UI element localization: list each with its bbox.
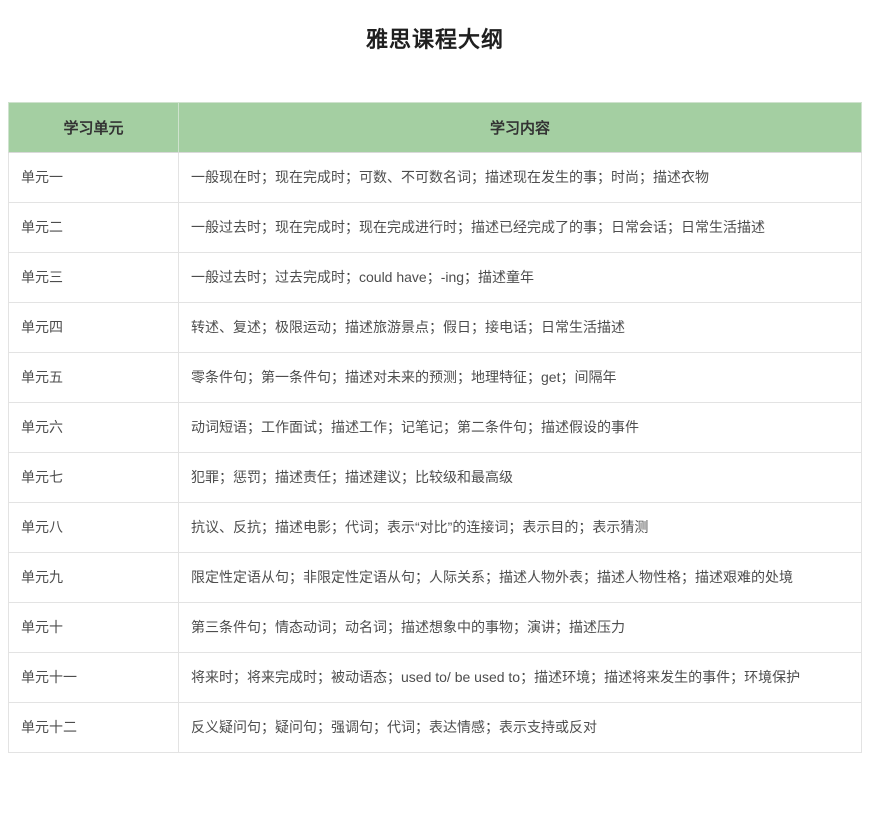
unit-cell: 单元四 <box>8 302 179 353</box>
table-header-row: 学习单元 学习内容 <box>8 102 862 153</box>
unit-cell: 单元十一 <box>8 652 179 703</box>
table-head: 学习单元 学习内容 <box>8 102 862 153</box>
page-title: 雅思课程大纲 <box>365 27 504 52</box>
table-row: 单元四 转述、复述；极限运动；描述旅游景点；假日；接电话；日常生活描述 <box>8 302 862 353</box>
table-row: 单元六 动词短语；工作面试；描述工作；记笔记；第二条件句；描述假设的事件 <box>8 402 862 453</box>
content-cell: 一般现在时；现在完成时；可数、不可数名词；描述现在发生的事；时尚；描述衣物 <box>178 152 862 203</box>
table-row: 单元十一 将来时；将来完成时；被动语态；used to/ be used to；… <box>8 652 862 703</box>
table-row: 单元二 一般过去时；现在完成时；现在完成进行时；描述已经完成了的事；日常会话；日… <box>8 202 862 253</box>
table-row: 单元八 抗议、反抗；描述电影；代词；表示“对比”的连接词；表示目的；表示猜测 <box>8 502 862 553</box>
unit-cell: 单元六 <box>8 402 179 453</box>
unit-cell: 单元三 <box>8 252 179 303</box>
unit-cell: 单元十二 <box>8 702 179 753</box>
table-row: 单元三 一般过去时；过去完成时；could have；-ing；描述童年 <box>8 252 862 303</box>
unit-cell: 单元五 <box>8 352 179 403</box>
content-cell: 一般过去时；现在完成时；现在完成进行时；描述已经完成了的事；日常会话；日常生活描… <box>178 202 862 253</box>
content-cell: 将来时；将来完成时；被动语态；used to/ be used to；描述环境；… <box>178 652 862 703</box>
content-cell: 一般过去时；过去完成时；could have；-ing；描述童年 <box>178 252 862 303</box>
unit-cell: 单元二 <box>8 202 179 253</box>
content-cell: 转述、复述；极限运动；描述旅游景点；假日；接电话；日常生活描述 <box>178 302 862 353</box>
table-row: 单元九 限定性定语从句；非限定性定语从句；人际关系；描述人物外表；描述人物性格；… <box>8 552 862 603</box>
content-cell: 抗议、反抗；描述电影；代词；表示“对比”的连接词；表示目的；表示猜测 <box>178 502 862 553</box>
content-cell: 动词短语；工作面试；描述工作；记笔记；第二条件句；描述假设的事件 <box>178 402 862 453</box>
unit-cell: 单元八 <box>8 502 179 553</box>
unit-cell: 单元十 <box>8 602 179 653</box>
content-cell: 犯罪；惩罚；描述责任；描述建议；比较级和最高级 <box>178 452 862 503</box>
table-row: 单元五 零条件句；第一条件句；描述对未来的预测；地理特征；get；间隔年 <box>8 352 862 403</box>
table-body: 单元一 一般现在时；现在完成时；可数、不可数名词；描述现在发生的事；时尚；描述衣… <box>8 152 862 753</box>
header-cell-unit: 学习单元 <box>8 102 179 153</box>
content-cell: 限定性定语从句；非限定性定语从句；人际关系；描述人物外表；描述人物性格；描述艰难… <box>178 552 862 603</box>
content-cell: 零条件句；第一条件句；描述对未来的预测；地理特征；get；间隔年 <box>178 352 862 403</box>
content-cell: 第三条件句；情态动词；动名词；描述想象中的事物；演讲；描述压力 <box>178 602 862 653</box>
table-row: 单元一 一般现在时；现在完成时；可数、不可数名词；描述现在发生的事；时尚；描述衣… <box>8 152 862 203</box>
header-cell-content: 学习内容 <box>178 102 862 153</box>
course-table: 学习单元 学习内容 单元一 一般现在时；现在完成时；可数、不可数名词；描述现在发… <box>8 102 862 753</box>
table-row: 单元七 犯罪；惩罚；描述责任；描述建议；比较级和最高级 <box>8 452 862 503</box>
unit-cell: 单元七 <box>8 452 179 503</box>
table-row: 单元十二 反义疑问句；疑问句；强调句；代词；表达情感；表示支持或反对 <box>8 702 862 753</box>
unit-cell: 单元一 <box>8 152 179 203</box>
content-cell: 反义疑问句；疑问句；强调句；代词；表达情感；表示支持或反对 <box>178 702 862 753</box>
unit-cell: 单元九 <box>8 552 179 603</box>
table-row: 单元十 第三条件句；情态动词；动名词；描述想象中的事物；演讲；描述压力 <box>8 602 862 653</box>
